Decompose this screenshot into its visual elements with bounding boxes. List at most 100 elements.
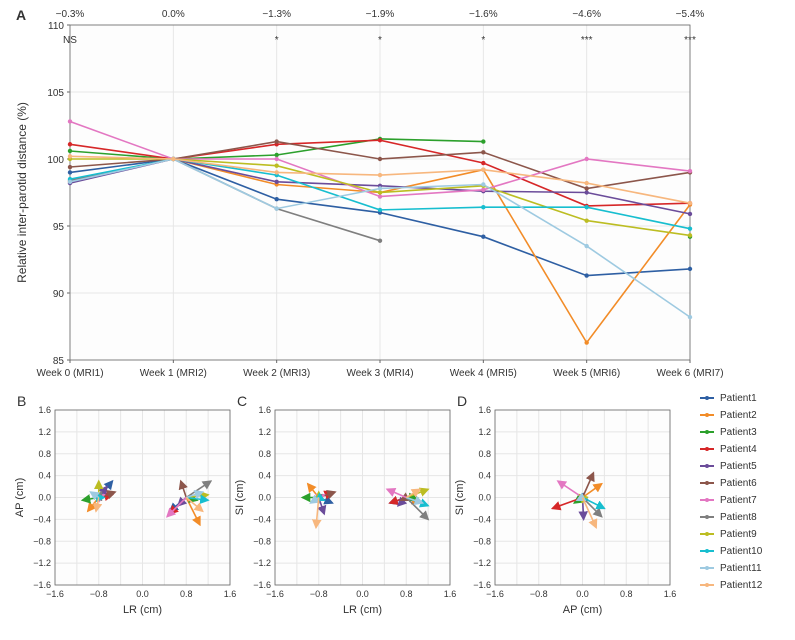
y-axis-label: SI (cm)	[234, 480, 246, 515]
top-annot: −5.4%	[676, 9, 705, 20]
x-axis-label: LR (cm)	[343, 604, 382, 616]
top-annot: −0.3%	[56, 9, 85, 20]
legend-marker	[705, 430, 709, 434]
ytick-label: 1.6	[38, 405, 51, 415]
ytick-label: −0.8	[473, 536, 491, 546]
xtick-label: Week 0 (MRI1)	[36, 368, 103, 379]
y-axis-label: Relative inter-parotid distance (%)	[15, 102, 29, 283]
ytick-label: −0.8	[253, 536, 271, 546]
xtick-label: Week 2 (MRI3)	[243, 368, 310, 379]
ytick-label: 1.6	[258, 405, 271, 415]
ytick-label: 1.2	[258, 427, 271, 437]
top-annot: −1.9%	[366, 9, 395, 20]
xtick-label: −1.6	[46, 589, 64, 599]
panel-letter: C	[237, 393, 247, 409]
xtick-label: −0.8	[310, 589, 328, 599]
legend-marker	[705, 396, 709, 400]
legend-label: Patient8	[720, 512, 757, 523]
ytick-label: 0.0	[38, 493, 51, 503]
xtick-label: 1.6	[224, 589, 237, 599]
xtick-label: 0.0	[356, 589, 369, 599]
legend-marker	[705, 447, 709, 451]
ytick-label: 1.6	[478, 405, 491, 415]
ytick-label: 1.2	[38, 427, 51, 437]
ytick-label: 105	[47, 88, 64, 99]
top-annot: −4.6%	[572, 9, 601, 20]
xtick-label: 0.8	[400, 589, 413, 599]
panel-letter: D	[457, 393, 467, 409]
legend-label: Patient9	[720, 529, 757, 540]
ytick-label: −1.2	[253, 558, 271, 568]
sig-annot: *	[481, 35, 485, 46]
legend-marker	[705, 498, 709, 502]
ytick-label: 100	[47, 155, 64, 166]
legend-label: Patient12	[720, 580, 763, 591]
ytick-label: −0.8	[33, 536, 51, 546]
sig-annot: *	[275, 35, 279, 46]
legend-label: Patient5	[720, 461, 757, 472]
ytick-label: 1.2	[478, 427, 491, 437]
xtick-label: 0.0	[136, 589, 149, 599]
panel-letter: B	[17, 393, 26, 409]
top-annot: −1.6%	[469, 9, 498, 20]
x-axis-label: LR (cm)	[123, 604, 162, 616]
xtick-label: −1.6	[266, 589, 284, 599]
legend-marker	[705, 549, 709, 553]
ytick-label: −0.4	[473, 514, 491, 524]
ytick-label: −0.4	[253, 514, 271, 524]
ytick-label: 0.4	[478, 471, 491, 481]
legend-marker	[705, 515, 709, 519]
xtick-label: 0.8	[620, 589, 633, 599]
legend-label: Patient10	[720, 546, 763, 557]
legend-marker	[705, 413, 709, 417]
panel-letter-a: A	[16, 7, 26, 23]
legend-label: Patient3	[720, 427, 757, 438]
ytick-label: −1.2	[33, 558, 51, 568]
legend-marker	[705, 532, 709, 536]
legend-label: Patient2	[720, 410, 757, 421]
ytick-label: 0.0	[478, 493, 491, 503]
xtick-label: 1.6	[444, 589, 457, 599]
legend-marker	[705, 583, 709, 587]
legend-label: Patient4	[720, 444, 757, 455]
xtick-label: 0.8	[180, 589, 193, 599]
sig-annot: ***	[581, 35, 593, 46]
xtick-label: 1.6	[664, 589, 677, 599]
legend-label: Patient11	[720, 563, 762, 574]
ytick-label: 0.8	[478, 449, 491, 459]
ytick-label: −1.6	[473, 580, 491, 590]
ytick-label: −1.6	[253, 580, 271, 590]
ytick-label: 0.4	[258, 471, 271, 481]
ytick-label: −1.6	[33, 580, 51, 590]
xtick-label: −1.6	[486, 589, 504, 599]
legend-marker	[705, 566, 709, 570]
xtick-label: Week 5 (MRI6)	[553, 368, 620, 379]
legend-label: Patient6	[720, 478, 757, 489]
legend-marker	[705, 481, 709, 485]
xtick-label: −0.8	[90, 589, 108, 599]
ytick-label: −0.4	[33, 514, 51, 524]
ytick-label: 0.4	[38, 471, 51, 481]
ytick-label: −1.2	[473, 558, 491, 568]
ytick-label: 0.8	[38, 449, 51, 459]
y-axis-label: AP (cm)	[14, 478, 26, 518]
ytick-label: 110	[48, 21, 64, 32]
sig-annot: *	[378, 35, 382, 46]
legend-marker	[705, 464, 709, 468]
top-annot: −1.3%	[262, 9, 291, 20]
xtick-label: 0.0	[576, 589, 589, 599]
xtick-label: Week 3 (MRI4)	[346, 368, 413, 379]
ytick-label: 85	[53, 356, 65, 367]
ytick-label: 0.8	[258, 449, 271, 459]
xtick-label: Week 1 (MRI2)	[140, 368, 207, 379]
ytick-label: 0.0	[258, 493, 271, 503]
y-axis-label: SI (cm)	[454, 480, 466, 515]
top-annot: 0.0%	[162, 9, 185, 20]
xtick-label: Week 4 (MRI5)	[450, 368, 517, 379]
legend-label: Patient1	[720, 393, 757, 404]
ytick-label: 95	[53, 222, 65, 233]
x-axis-label: AP (cm)	[563, 604, 603, 616]
ytick-label: 90	[53, 289, 65, 300]
xtick-label: Week 6 (MRI7)	[656, 368, 723, 379]
xtick-label: −0.8	[530, 589, 548, 599]
